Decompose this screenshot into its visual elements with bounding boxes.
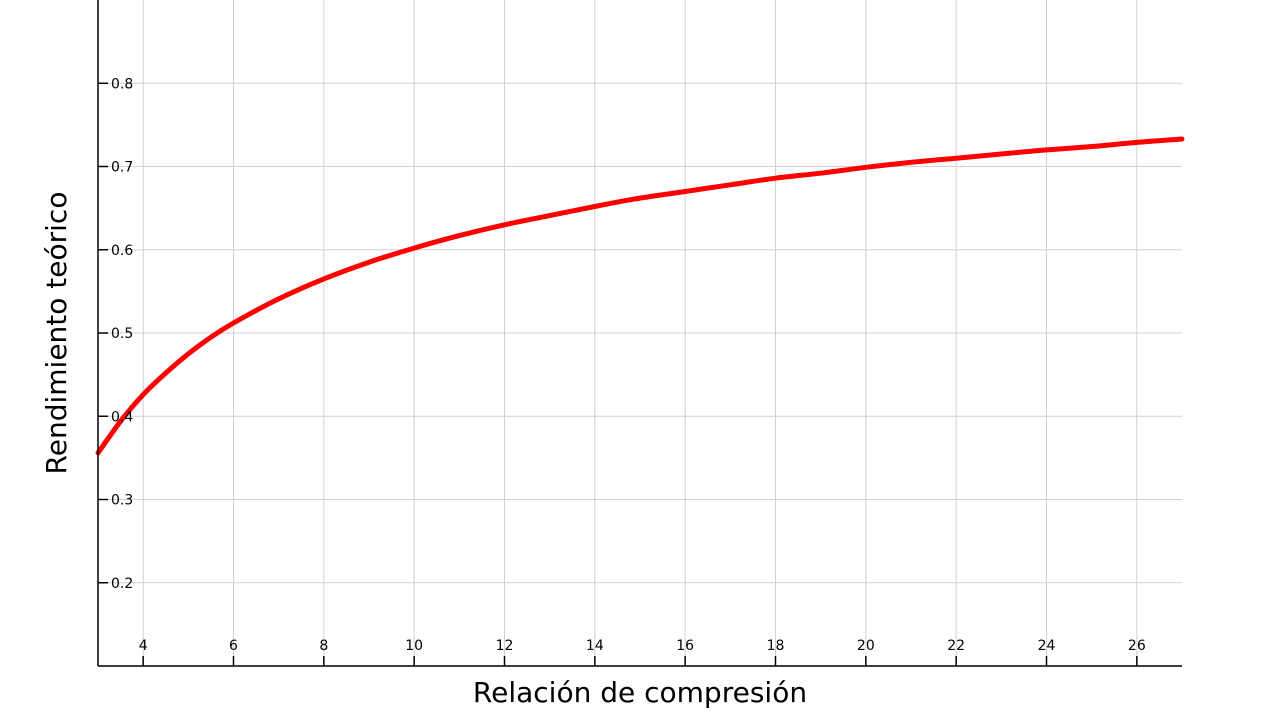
x-tick-label: 8: [319, 638, 328, 654]
y-axis-title: Rendimiento teórico: [40, 192, 73, 475]
x-tick-label: 22: [947, 638, 965, 654]
y-tick-label: 0.8: [111, 76, 133, 92]
plot-area: [95, 136, 1185, 456]
y-tick-label: 0.7: [111, 160, 133, 176]
x-tick-label: 12: [496, 638, 514, 654]
series-line: [95, 136, 1185, 456]
x-tick-label: 20: [857, 638, 875, 654]
x-axis-title: Relación de compresión: [473, 676, 807, 709]
y-tick-label: 0.4: [111, 409, 133, 425]
x-tick-label: 10: [405, 638, 423, 654]
y-tick-label: 0.6: [111, 243, 133, 259]
grid: [98, 0, 1182, 666]
x-tick-label: 26: [1128, 638, 1146, 654]
y-tick-label: 0.2: [111, 576, 133, 592]
y-tick-label: 0.5: [111, 326, 133, 342]
x-tick-label: 14: [586, 638, 604, 654]
x-tick-label: 24: [1038, 638, 1056, 654]
x-tick-label: 16: [676, 638, 694, 654]
ticks: 4 6 8 10 12 14 16 18 20 22 24 26 0.2 0.3 0.4 0.5 0.6 0.7 0…: [98, 76, 1146, 666]
y-tick-label: 0.3: [111, 493, 133, 509]
x-tick-label: 4: [139, 638, 148, 654]
x-tick-label: 18: [767, 638, 785, 654]
x-tick-label: 6: [229, 638, 238, 654]
